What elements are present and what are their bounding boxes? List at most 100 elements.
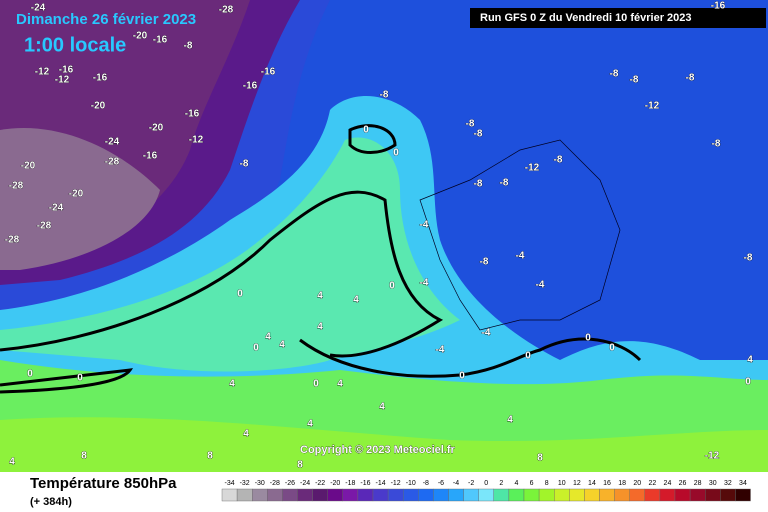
contour-label: -12 [35, 67, 50, 78]
contour-label: 0 [313, 379, 319, 390]
scale-swatch [659, 488, 676, 502]
isotherm-zero [0, 368, 134, 394]
contour-label: 0 [525, 351, 531, 362]
scale-label: 18 [618, 480, 626, 487]
scale-label: 8 [545, 480, 549, 487]
footer-title: Température 850hPa [30, 475, 177, 492]
scale-label: -12 [391, 480, 401, 487]
scale-label: 2 [499, 480, 503, 487]
contour-label: -4 [516, 251, 525, 262]
run-box [470, 8, 766, 28]
contour-label: -12 [55, 75, 70, 86]
scale-label: -26 [285, 480, 295, 487]
contour-label: 0 [77, 373, 83, 384]
contour-label: -28 [5, 235, 20, 246]
scale-swatch [267, 488, 283, 502]
scale-label: -30 [255, 480, 265, 487]
scale-label: -6 [438, 480, 444, 487]
scale-label: 22 [648, 480, 656, 487]
contour-label: -16 [243, 81, 258, 92]
scale-label: 0 [484, 480, 488, 487]
scale-label: 26 [679, 480, 687, 487]
contour-label: -28 [219, 5, 234, 16]
scale-label: -20 [330, 480, 340, 487]
scale-label: -4 [453, 480, 459, 487]
scale-swatch [629, 488, 646, 502]
contour-label: -8 [480, 257, 489, 268]
contour-label: -16 [185, 109, 200, 120]
run-label: Run GFS 0 Z du Vendredi 10 février 2023 [480, 12, 692, 24]
contour-label: 8 [207, 451, 213, 462]
scale-swatch [554, 488, 570, 502]
contour-label: -8 [744, 253, 753, 264]
contour-label: -28 [37, 221, 52, 232]
contour-label: 4 [317, 322, 323, 333]
warmest-region [0, 417, 768, 472]
scale-swatch [523, 488, 540, 502]
contour-label: -8 [240, 159, 249, 170]
scale-label: 12 [573, 480, 581, 487]
contour-label: -20 [69, 189, 84, 200]
contour-label: 4 [747, 355, 753, 366]
scale-swatch [251, 488, 268, 502]
contour-label: 8 [81, 451, 87, 462]
contour-label: -24 [105, 137, 120, 148]
contour-label: 4 [9, 457, 15, 468]
contour-label: -4 [420, 220, 429, 231]
scale-swatch [221, 488, 238, 502]
scale-label: -8 [423, 480, 429, 487]
contour-label: -8 [610, 69, 619, 80]
scale-label: -10 [406, 480, 416, 487]
scale-swatch [478, 488, 495, 502]
contour-label: -8 [380, 90, 389, 101]
contour-label: -8 [554, 155, 563, 166]
scale-swatch [448, 488, 464, 502]
contour-label: -20 [133, 31, 148, 42]
contour-label: -12 [189, 135, 204, 146]
extreme-cold-core [0, 128, 160, 270]
scale-swatch [674, 488, 691, 502]
contour-label: 0 [237, 289, 243, 300]
scale-swatch [720, 488, 736, 502]
contour-label: -8 [474, 179, 483, 190]
scale-label: 14 [588, 480, 596, 487]
map: Dimanche 26 février 2023 1:00 locale Run… [0, 0, 768, 473]
contour-label: -12 [525, 163, 540, 174]
scale-label: -32 [240, 480, 250, 487]
scale-swatch [342, 488, 359, 502]
contour-label: -4 [420, 278, 429, 289]
scale-label: -16 [360, 480, 370, 487]
contour-label: 4 [353, 295, 359, 306]
contour-label: -8 [500, 178, 509, 189]
scale-label: 10 [558, 480, 566, 487]
contour-label: -16 [261, 67, 276, 78]
contour-label: -8 [466, 119, 475, 130]
contour-label: 4 [243, 429, 249, 440]
isotherm-zero [0, 190, 444, 358]
contour-label: -4 [436, 345, 445, 356]
scale-swatch [705, 488, 721, 502]
scale-label: 24 [664, 480, 672, 487]
contour-label: 0 [609, 343, 615, 354]
scale-swatch [735, 488, 751, 502]
scale-swatch [493, 488, 510, 502]
scale-swatch [418, 488, 434, 502]
contour-label: -8 [630, 75, 639, 86]
contour-label: -20 [149, 123, 164, 134]
contour-label: 4 [507, 415, 513, 426]
warm-region [0, 137, 460, 372]
scale-swatch [538, 488, 555, 502]
scale-label: -28 [270, 480, 280, 487]
scale-label: 32 [724, 480, 732, 487]
color-scale: -34 -32 -30 -28 -26 -24 -22 -20 -18 -16 -14 -12 -10-… [221, 480, 751, 502]
contour-label: 0 [389, 281, 395, 292]
scale-swatch [508, 488, 525, 502]
scale-label: -22 [315, 480, 325, 487]
contour-label: -8 [712, 139, 721, 150]
contour-labels: -24 -28 -16-20 -16-8-12 -16-12 -16-16-16-8-8-… [4, 0, 753, 471]
scale-swatch [282, 488, 298, 502]
scale-label: 30 [709, 480, 717, 487]
contour-label: 8 [537, 453, 543, 464]
isotherm-zero [299, 337, 642, 378]
contour-label: 0 [585, 333, 591, 344]
